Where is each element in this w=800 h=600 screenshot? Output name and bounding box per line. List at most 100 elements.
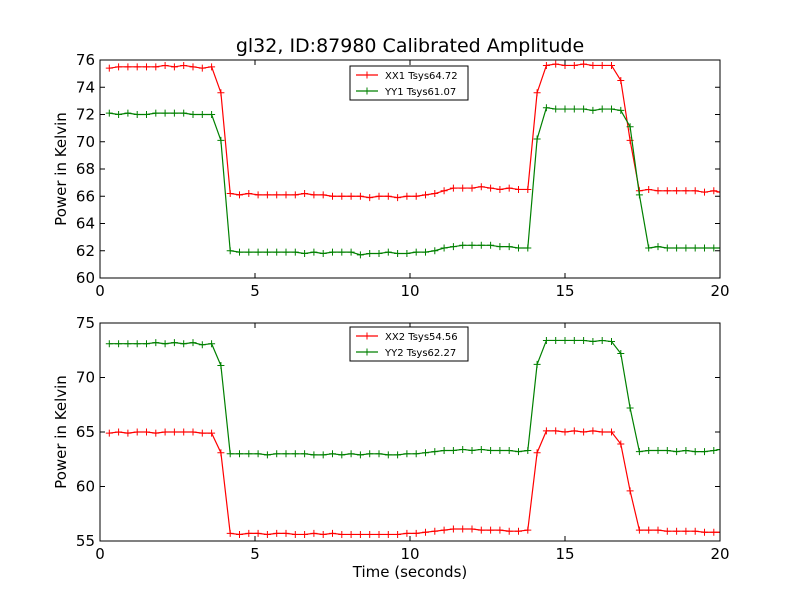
data-point — [310, 451, 318, 459]
data-point — [282, 450, 290, 458]
data-point — [301, 190, 309, 198]
y-axis-label: Power in Kelvin — [52, 375, 70, 489]
data-point — [449, 243, 457, 251]
data-point — [338, 248, 346, 256]
data-point — [663, 187, 671, 195]
data-point — [189, 111, 197, 118]
x-tick-label: 20 — [710, 282, 729, 300]
data-point — [245, 190, 253, 198]
y-tick-label: 62 — [76, 242, 95, 260]
x-tick-label: 10 — [400, 282, 419, 300]
data-point — [663, 447, 671, 455]
data-point — [152, 339, 160, 347]
data-point — [282, 191, 290, 199]
data-point — [710, 447, 718, 455]
data-point — [608, 428, 615, 436]
data-point — [682, 447, 690, 455]
data-point — [338, 192, 346, 200]
data-point — [347, 450, 355, 458]
data-point — [375, 530, 383, 538]
data-point — [431, 247, 439, 255]
y-tick-label: 65 — [76, 423, 95, 441]
data-point — [645, 244, 653, 252]
data-point — [496, 447, 504, 455]
data-point — [412, 248, 420, 256]
data-point — [319, 249, 327, 257]
data-point — [152, 63, 160, 71]
data-point — [608, 338, 615, 346]
y-tick-label: 70 — [76, 133, 95, 151]
data-point — [459, 184, 467, 192]
data-point — [654, 187, 662, 195]
series-1 — [105, 427, 720, 538]
data-point — [542, 427, 550, 435]
data-point — [570, 105, 578, 113]
data-point — [515, 527, 522, 535]
data-point — [477, 241, 485, 249]
data-point — [468, 447, 476, 455]
data-point — [245, 529, 253, 537]
y-tick-label: 64 — [76, 215, 95, 233]
data-point — [384, 530, 392, 538]
data-point — [208, 340, 216, 348]
data-point — [329, 192, 336, 200]
data-point — [617, 440, 625, 448]
data-point — [617, 350, 625, 358]
data-point — [524, 447, 532, 455]
data-point — [105, 109, 113, 117]
y-tick-label: 55 — [76, 532, 95, 550]
data-point — [254, 529, 262, 537]
y-tick-label: 66 — [76, 187, 95, 205]
data-point — [673, 527, 681, 535]
data-point — [217, 136, 225, 144]
data-point — [124, 340, 132, 348]
data-point — [533, 360, 541, 368]
data-point — [431, 527, 439, 535]
data-point — [356, 451, 364, 459]
data-point — [561, 428, 569, 436]
data-point — [226, 529, 234, 537]
data-point — [310, 529, 318, 537]
data-point — [403, 450, 411, 458]
data-point — [236, 191, 243, 199]
data-point — [143, 111, 150, 118]
data-point — [505, 527, 513, 535]
data-point — [468, 525, 476, 533]
data-point — [515, 448, 522, 456]
data-point — [580, 60, 588, 68]
data-point — [273, 248, 281, 256]
data-point — [440, 244, 448, 252]
data-point — [691, 448, 699, 456]
legend-marker — [363, 71, 371, 79]
data-point — [580, 105, 588, 113]
chart-title: gl32, ID:87980 Calibrated Amplitude — [236, 35, 584, 57]
data-point — [236, 248, 243, 256]
data-point — [682, 187, 690, 195]
data-point — [608, 61, 615, 69]
data-point — [524, 526, 532, 534]
data-point — [412, 529, 420, 537]
data-point — [487, 447, 495, 455]
data-point — [170, 339, 178, 347]
data-point — [403, 529, 411, 537]
data-point — [189, 339, 197, 347]
data-point — [226, 450, 234, 458]
data-point — [691, 187, 699, 195]
data-point — [552, 60, 560, 68]
data-point — [291, 530, 299, 538]
data-point — [431, 448, 439, 456]
data-point — [189, 63, 197, 71]
data-point — [468, 241, 476, 249]
data-point — [329, 248, 336, 256]
data-point — [133, 428, 141, 436]
data-point — [394, 194, 402, 202]
data-point — [440, 526, 448, 534]
data-point — [691, 527, 699, 535]
y-tick-label: 72 — [76, 106, 95, 124]
data-point — [384, 248, 392, 256]
x-tick-label: 5 — [250, 545, 260, 563]
y-tick-label: 70 — [76, 369, 95, 387]
data-point — [635, 526, 643, 534]
data-point — [440, 447, 448, 455]
